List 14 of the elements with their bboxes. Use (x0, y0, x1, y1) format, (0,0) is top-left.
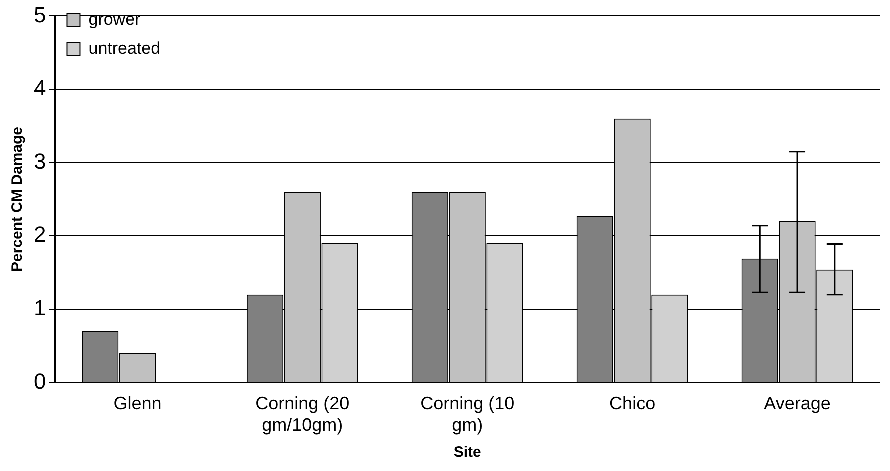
y-tick-label: 3 (34, 148, 46, 174)
y-tick-label: 0 (34, 368, 46, 394)
x-tick-label: Corning (20 gm/10gm) (256, 394, 350, 436)
x-axis-title: Site (454, 444, 482, 462)
y-tick-label: 4 (34, 76, 46, 101)
x-tick-label: Chico (610, 394, 656, 414)
y-tick-label: 1 (34, 296, 46, 321)
x-tick-label: Corning (10 gm) (420, 394, 515, 436)
y-tick-label: 5 (34, 2, 46, 28)
x-tick-label: Average (764, 394, 831, 414)
y-tick-label: 2 (34, 222, 46, 248)
y-axis-title: Percent CM Damage (9, 126, 26, 272)
legend-label: untreated (88, 39, 161, 58)
x-tick-label: Glenn (114, 394, 162, 414)
